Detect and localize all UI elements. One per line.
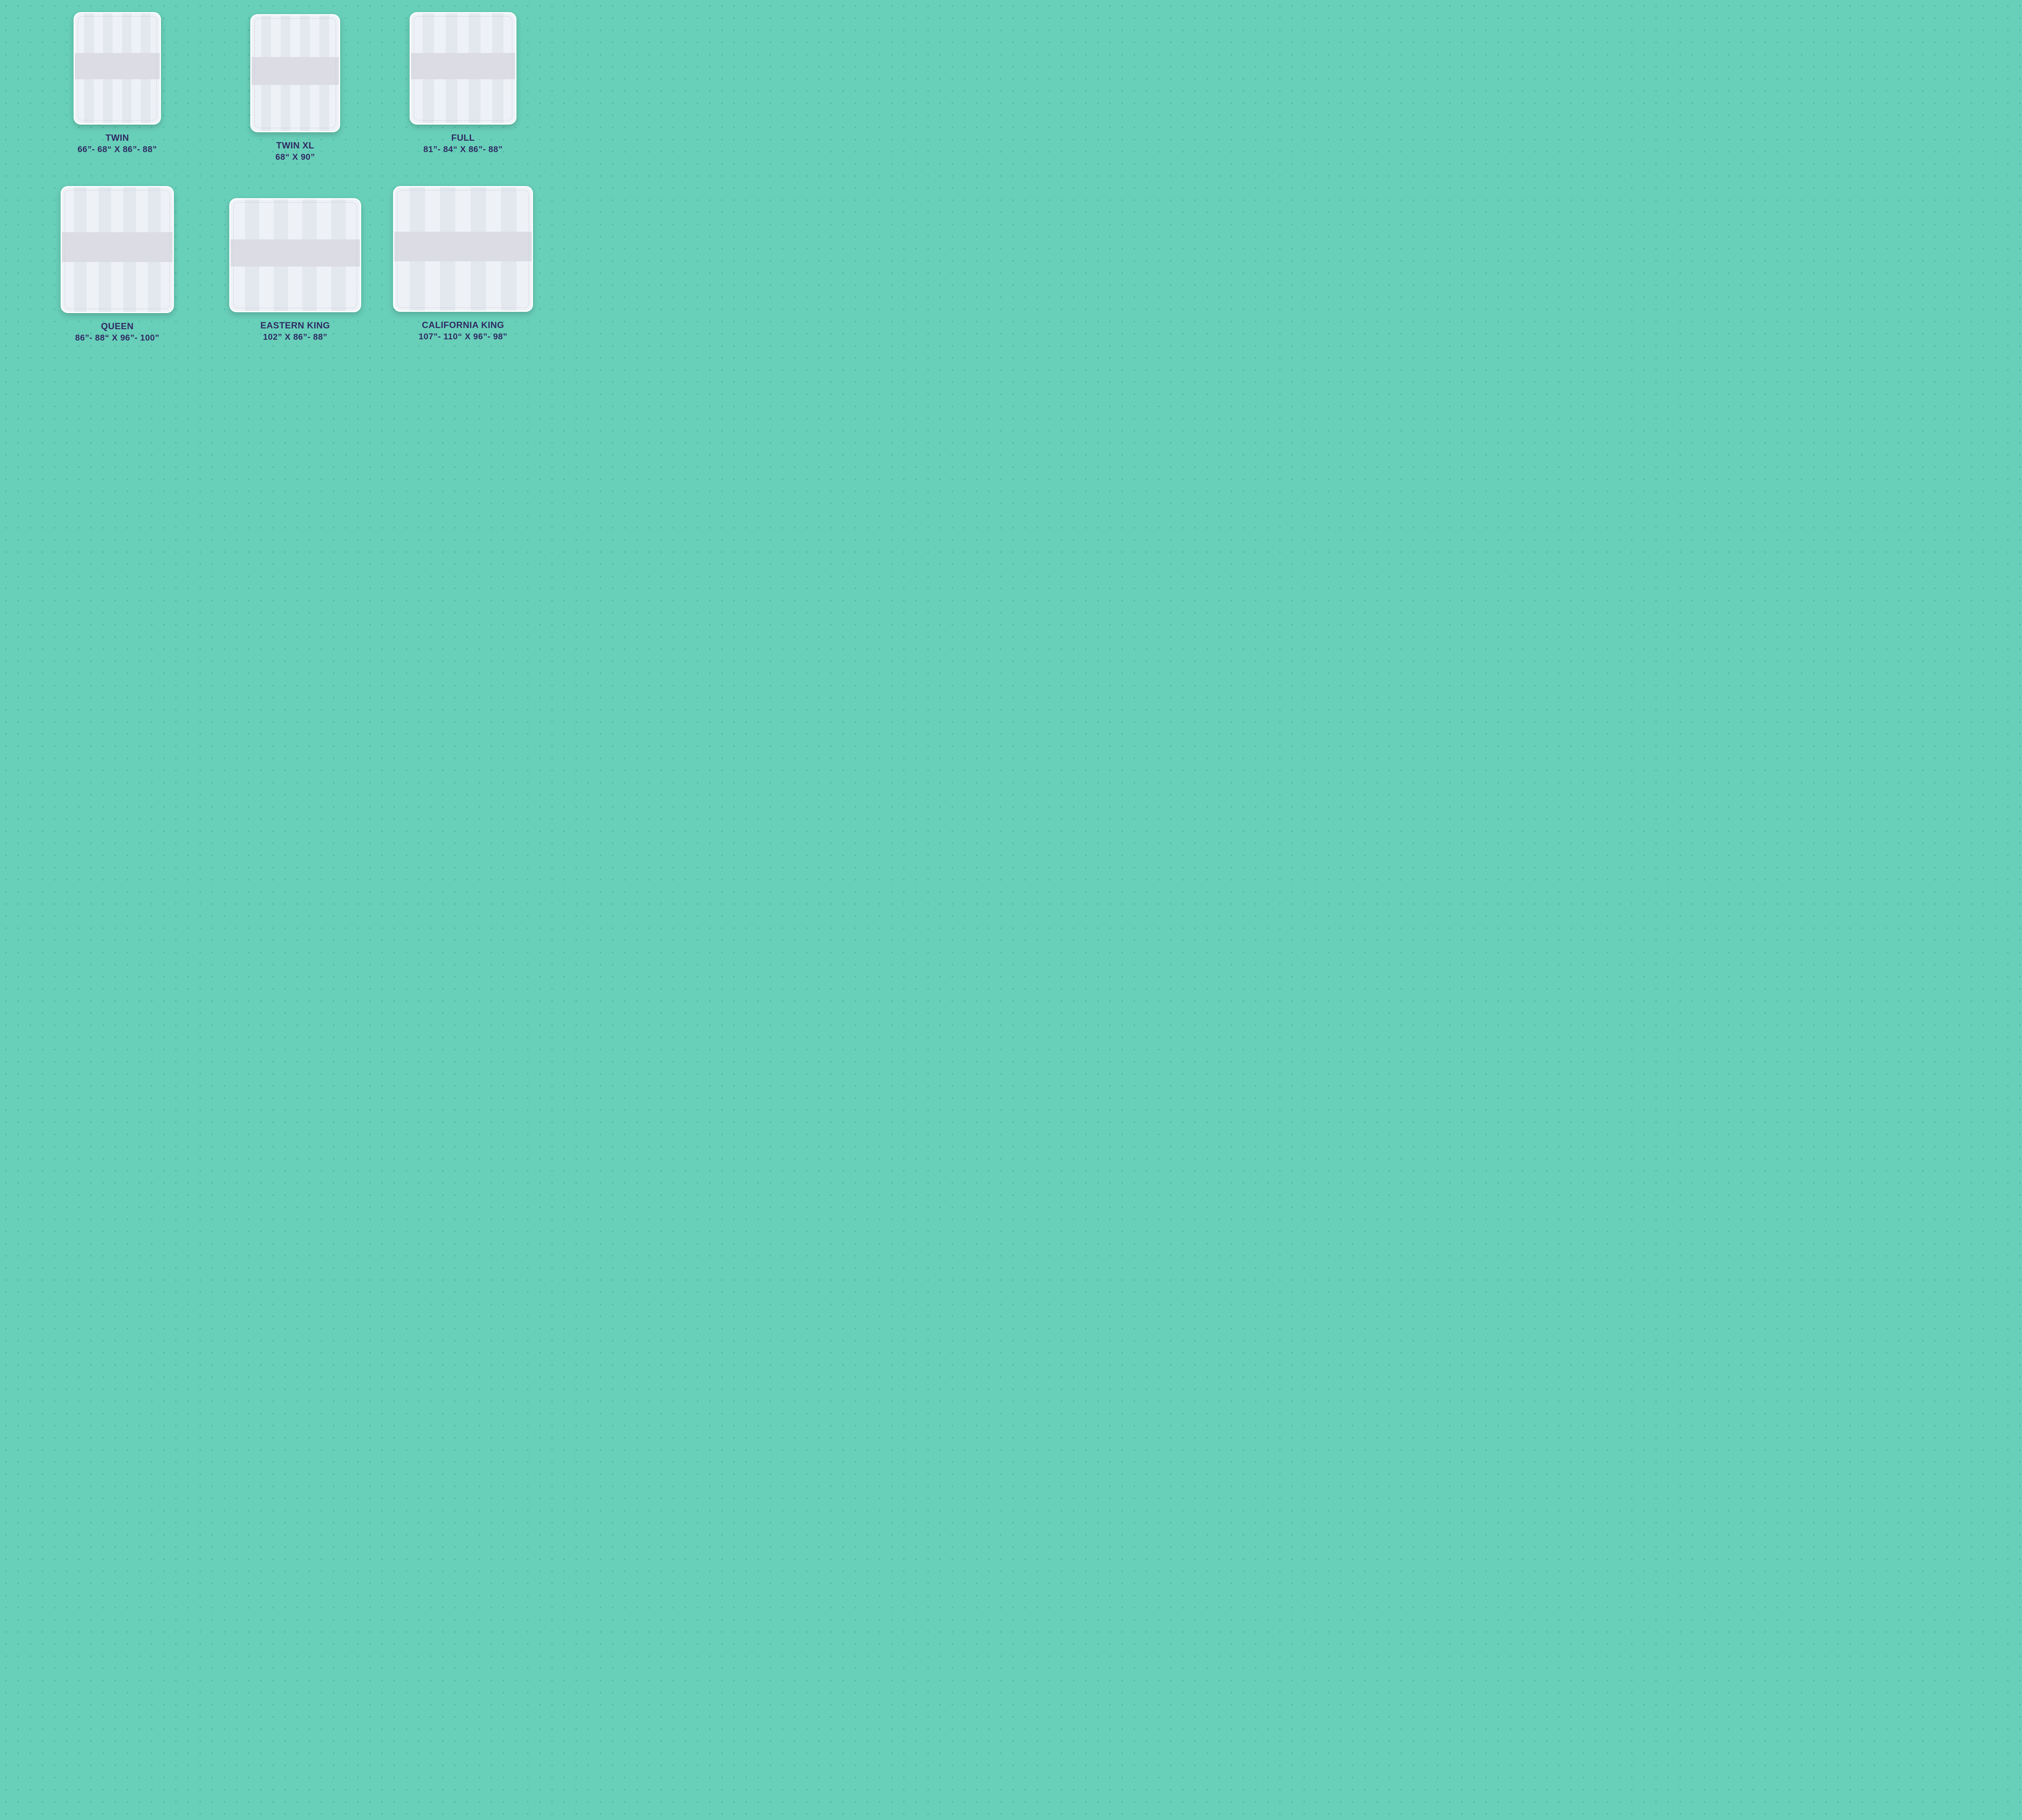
size-name: QUEEN [44, 320, 190, 332]
size-card: QUEEN86”- 88“ X 96”- 100” [44, 186, 190, 344]
size-label: CALIFORNIA KING107”- 110“ X 96”- 98” [390, 319, 536, 343]
bed-fold [231, 239, 360, 266]
bed-illustration [229, 198, 361, 312]
size-dimensions: 66”- 68“ X 86”- 88” [44, 144, 190, 155]
bed-fold [252, 57, 339, 85]
bed-illustration [74, 12, 161, 125]
size-label: TWIN XL68“ X 90” [222, 140, 368, 163]
size-dimensions: 86”- 88“ X 96”- 100” [44, 332, 190, 344]
size-card: FULL81”- 84“ X 86”- 88” [390, 12, 536, 155]
size-label: TWIN66”- 68“ X 86”- 88” [44, 132, 190, 155]
size-card: TWIN XL68“ X 90” [222, 14, 368, 163]
size-label: QUEEN86”- 88“ X 96”- 100” [44, 320, 190, 344]
bed-fold [62, 232, 173, 262]
bed-fold [75, 53, 160, 79]
bed-illustration [393, 186, 533, 312]
size-dimensions: 107”- 110“ X 96”- 98” [390, 331, 536, 343]
size-dimensions: 102” X 86”- 88” [222, 332, 368, 343]
bed-illustration [250, 14, 340, 132]
size-name: TWIN XL [222, 140, 368, 152]
size-name: CALIFORNIA KING [390, 319, 536, 331]
size-name: EASTERN KING [222, 320, 368, 332]
size-card: EASTERN KING102” X 86”- 88” [222, 198, 368, 343]
bed-illustration [61, 186, 174, 313]
size-dimensions: 68“ X 90” [222, 152, 368, 163]
bed-fold [411, 53, 515, 79]
size-card: TWIN66”- 68“ X 86”- 88” [44, 12, 190, 155]
size-name: TWIN [44, 132, 190, 144]
bed-illustration [410, 12, 516, 125]
size-name: FULL [390, 132, 536, 144]
size-label: FULL81”- 84“ X 86”- 88” [390, 132, 536, 155]
size-label: EASTERN KING102” X 86”- 88” [222, 320, 368, 343]
size-dimensions: 81”- 84“ X 86”- 88” [390, 144, 536, 155]
bed-fold [394, 232, 532, 261]
size-card: CALIFORNIA KING107”- 110“ X 96”- 98” [390, 186, 536, 343]
